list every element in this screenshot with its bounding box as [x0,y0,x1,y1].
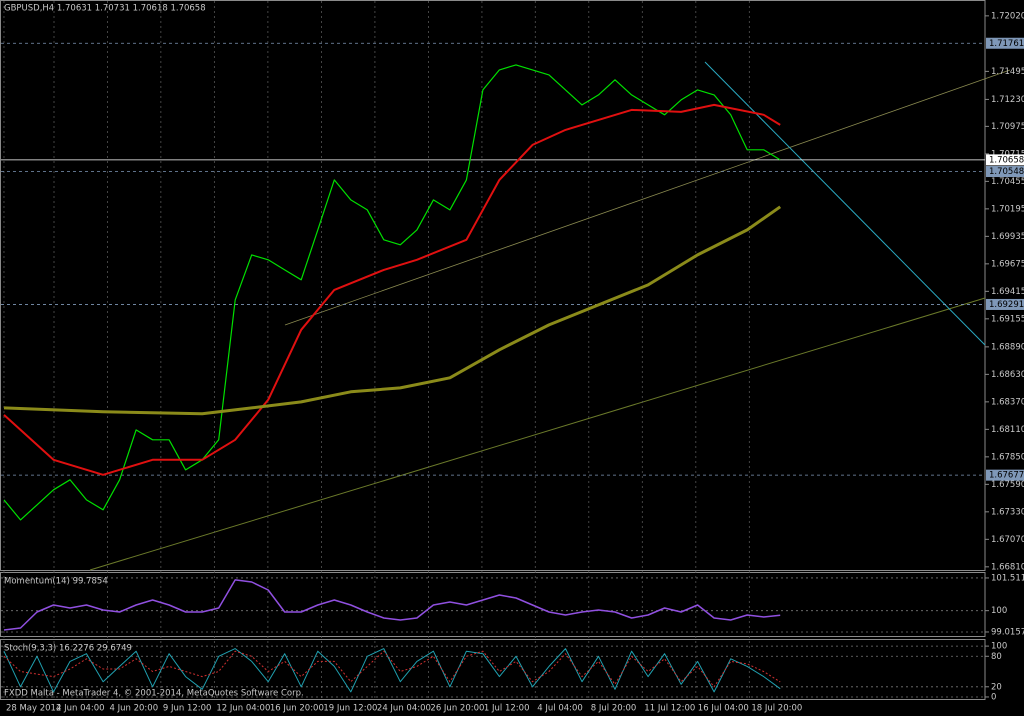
panel-title: GBPUSD,H4 1.70631 1.70731 1.70618 1.7065… [4,4,206,14]
y-tick-label: 1.71495 [991,67,1024,77]
y-tick-label: 1.69415 [991,287,1024,297]
y-tick-label: 99.0157 [991,627,1024,637]
y-tick-label: 100 [991,606,1007,616]
y-tick-label: 101.5112 [991,573,1024,583]
series-line [3,648,781,693]
price-level-label: 1.69291 [989,300,1024,310]
y-tick-label: 1.72020 [991,11,1024,21]
y-tick-label: 1.70455 [991,177,1024,187]
x-tick-label: 16 Jul 04:00 [698,704,749,714]
y-tick-label: 1.67070 [991,535,1024,545]
x-tick-label: 12 Jun 04:00 [216,704,270,714]
x-tick-label: 26 Jun 20:00 [430,704,484,714]
panel-borders [0,0,986,700]
y-tick-label: 1.68110 [991,425,1024,435]
y-tick-label: 1.67590 [991,480,1024,490]
y-tick-label: 20 [991,682,1002,692]
stoch-panel-border [0,639,986,700]
y-tick-label: 1.70975 [991,122,1024,132]
y-tick-label: 1.68630 [991,370,1024,380]
y-tick-label: 1.70195 [991,204,1024,214]
trend-line [89,297,986,571]
y-tick-label: 1.70715 [991,149,1024,159]
y-tick-label: 1.69155 [991,314,1024,324]
price-level-label: 1.70658 [989,155,1024,165]
price-level-box [986,298,1024,310]
series-line [3,650,781,688]
y-tick-label: 80 [991,652,1002,662]
x-tick-label: 24 Jun 04:00 [377,704,431,714]
main-panel-border [0,0,986,571]
y-tick-label: 0 [991,692,996,702]
x-tick-label: 8 Jul 20:00 [591,704,637,714]
price-level-box [986,37,1024,49]
x-tick-label: 19 Jun 12:00 [323,704,377,714]
y-tick-label: 1.68890 [991,342,1024,352]
x-tick-label: 16 Jun 20:00 [270,704,324,714]
x-tick-label: 4 Jul 04:00 [537,704,583,714]
y-tick-label: 1.67850 [991,452,1024,462]
y-tick-label: 1.66810 [991,562,1024,572]
x-tick-label: 28 May 2014 [6,704,61,714]
x-tick-label: 18 Jul 20:00 [751,704,802,714]
momentum-panel-border [0,572,986,637]
trend-lines [89,61,1011,571]
y-tick-label: 1.69675 [991,259,1024,269]
panel-title: Momentum(14) 99.7854 [4,577,108,587]
price-level-label: 1.67677 [989,471,1024,481]
y-tick-label: 1.69935 [991,232,1024,242]
y-tick-label: 1.68370 [991,397,1024,407]
y-tick-label: 1.71230 [991,95,1024,105]
x-tick-label: 4 Jun 20:00 [110,704,159,714]
trend-line [704,61,986,346]
x-tick-label: 1 Jul 12:00 [484,704,530,714]
y-tick-label: 100 [991,642,1007,652]
series-line [3,579,781,631]
price-level-box [986,166,1024,178]
price-level-box [986,469,1024,481]
price-level-label: 1.70548 [989,167,1024,177]
series-line [3,205,782,416]
series-line [3,64,781,521]
price-level-box [986,154,1024,166]
trend-line [284,69,1011,326]
x-tick-label: 11 Jul 12:00 [644,704,695,714]
price-level-label: 1.71761 [989,39,1024,49]
y-tick-label: 1.67330 [991,507,1024,517]
x-tick-label: 9 Jun 12:00 [163,704,212,714]
x-tick-label: 2 Jun 04:00 [56,704,105,714]
footer: FXDD Malta - MetaTrader 4, © 2001-2014, … [4,689,304,699]
panel-title: Stoch(9,3,3) 16.2276 29.6749 [4,644,132,654]
series-line [3,103,781,476]
